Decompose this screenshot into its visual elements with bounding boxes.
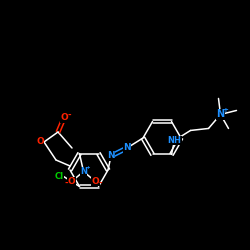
Text: N: N: [80, 167, 87, 176]
Text: N: N: [123, 144, 131, 152]
Text: -: -: [99, 179, 102, 188]
Text: N: N: [107, 152, 115, 160]
Text: O: O: [36, 138, 44, 146]
Text: -: -: [67, 110, 71, 120]
Text: O: O: [68, 177, 75, 186]
Text: NH: NH: [168, 136, 181, 145]
Text: -: -: [65, 179, 68, 188]
Text: Cl: Cl: [55, 172, 64, 181]
Text: O: O: [60, 114, 68, 122]
Text: +: +: [85, 165, 90, 170]
Text: O: O: [92, 177, 99, 186]
Text: +: +: [222, 108, 228, 114]
Text: N: N: [216, 110, 224, 120]
